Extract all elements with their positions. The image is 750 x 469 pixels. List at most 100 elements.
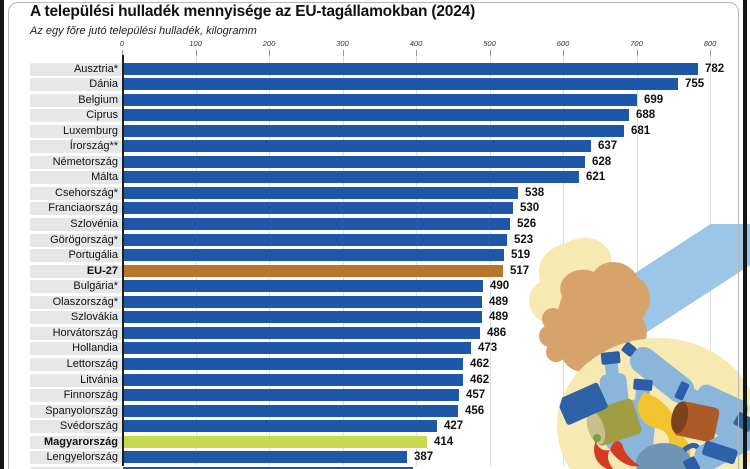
country-label: Csehország* <box>30 186 122 200</box>
bar <box>123 140 591 153</box>
bar-row: Hollandia 473 <box>0 341 750 357</box>
country-label: Olaszország* <box>30 295 122 309</box>
chili-pepper-icon <box>594 440 616 469</box>
value-label: 517 <box>510 264 530 277</box>
bar <box>123 326 480 339</box>
carton-icon <box>557 382 608 425</box>
can-lid-icon <box>636 443 692 469</box>
chili-stem-icon <box>593 434 601 442</box>
x-axis-tick-mark <box>342 50 344 56</box>
bar-row: Németország 628 <box>0 155 750 171</box>
bar <box>123 311 482 324</box>
value-label: 628 <box>592 155 612 168</box>
x-axis-tick-mark <box>122 50 123 56</box>
value-label: 489 <box>489 295 509 308</box>
value-label: 486 <box>487 326 507 339</box>
value-label: 688 <box>636 109 656 122</box>
value-label: 530 <box>520 202 540 215</box>
bar-row: Lengyelország 387 <box>0 450 750 466</box>
bar <box>123 186 518 199</box>
country-label: Írország** <box>30 140 122 154</box>
country-label: Spanyolország <box>30 404 122 418</box>
bar <box>123 342 471 355</box>
country-label: Németország <box>30 155 122 169</box>
bar-row: Ausztria* 782 <box>0 62 750 78</box>
country-label: Szlovénia <box>30 218 122 231</box>
x-axis-tick-mark <box>269 50 270 56</box>
bar <box>123 93 637 106</box>
country-label: Málta <box>30 171 122 185</box>
country-label: Ausztria* <box>30 62 122 76</box>
country-label: Görögország* <box>30 233 122 247</box>
value-label: 699 <box>644 93 664 106</box>
gridline <box>636 55 638 466</box>
x-axis-tick-label: 500 <box>483 39 496 48</box>
bar-row: Írország** 637 <box>0 139 750 155</box>
bar <box>123 357 463 370</box>
bar <box>123 109 629 122</box>
x-axis-tick-label: 100 <box>189 39 202 48</box>
value-label: 523 <box>514 233 534 246</box>
bar-row: Luxemburg 681 <box>0 124 750 140</box>
bar-row: Szlovénia 526 <box>0 217 750 233</box>
country-label: Dánia <box>30 78 122 92</box>
x-axis-tick-mark <box>563 50 564 56</box>
bar-row: Spanyolország 456 <box>0 404 750 420</box>
country-label: Hollandia <box>30 342 122 356</box>
bar-row: Franciaország 530 <box>0 201 750 217</box>
country-label: Franciaország <box>30 202 122 216</box>
bar <box>123 233 507 246</box>
bar-row: Görögország* 523 <box>0 233 750 249</box>
bar <box>123 373 463 386</box>
bar-row: EU-27 517 <box>0 264 750 280</box>
bar <box>123 295 482 308</box>
x-axis-tick-mark <box>489 50 491 56</box>
can-lid-icon <box>682 442 701 452</box>
x-axis-tick-mark <box>416 50 417 56</box>
country-label: Portugália <box>30 249 122 263</box>
value-label: 538 <box>525 186 545 199</box>
bar <box>123 264 503 277</box>
country-label: Szlovákia <box>30 311 122 325</box>
country-label: Svédország <box>30 420 122 434</box>
bar <box>123 202 513 215</box>
x-axis-tick-label: 300 <box>336 39 349 48</box>
bar-row: Finnország 457 <box>0 388 750 404</box>
chart-subtitle: Az egy főre jutó települési hulladék, ki… <box>30 25 257 37</box>
value-label: 490 <box>490 280 510 293</box>
x-axis-tick-label: 200 <box>262 39 276 48</box>
country-label: Litvánia <box>30 373 122 387</box>
clipped-bar <box>123 466 413 469</box>
bar <box>123 420 437 433</box>
x-axis-tick-label: 600 <box>556 39 570 48</box>
bar <box>123 280 483 293</box>
value-label: 526 <box>517 218 537 230</box>
value-label: 681 <box>631 124 651 137</box>
bar <box>123 171 579 184</box>
bar-row: Belgium 699 <box>0 93 750 109</box>
value-label: 387 <box>414 451 434 464</box>
bar-row: Olaszország* 489 <box>0 295 750 311</box>
bar <box>123 218 510 230</box>
country-label: Belgium <box>30 93 122 107</box>
bar-row: Szlovákia 489 <box>0 310 750 326</box>
x-axis-tick-mark <box>710 50 711 56</box>
rusty-can-icon <box>671 401 720 443</box>
bar-row: Dánia 755 <box>0 77 750 93</box>
value-label: 755 <box>685 78 705 91</box>
value-label: 473 <box>478 342 498 355</box>
bar-row: Magyarország 414 <box>0 435 750 451</box>
bar-row: Csehország* 538 <box>0 186 750 202</box>
value-label: 414 <box>434 435 454 448</box>
value-label: 519 <box>511 249 531 262</box>
value-label: 637 <box>598 140 618 153</box>
value-label: 457 <box>466 389 486 402</box>
chart-title: A települési hulladék mennyisége az EU-t… <box>30 3 476 20</box>
x-axis-tick-label: 0 <box>119 39 125 48</box>
x-axis-tick-label: 400 <box>409 39 423 48</box>
bar-row: Portugália 519 <box>0 248 750 264</box>
tin-can-icon <box>586 398 642 446</box>
bar <box>123 155 585 168</box>
x-axis-tick-label: 700 <box>630 39 643 48</box>
